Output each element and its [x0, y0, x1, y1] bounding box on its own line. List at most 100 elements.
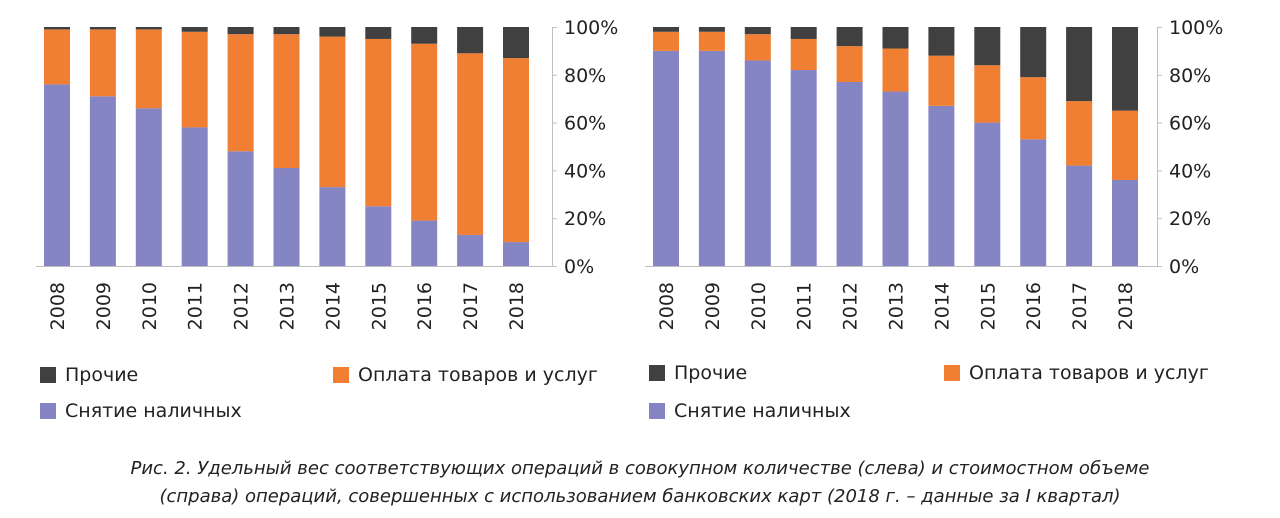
legend-label-other: Прочие: [65, 364, 139, 386]
legend-item-other: Прочие: [649, 362, 747, 384]
y-tick-label: 40%: [1169, 160, 1211, 182]
legend-label-payment: Оплата товаров и услуг: [969, 362, 1209, 384]
bar-segment-cash: [181, 127, 208, 266]
bar-segment-other: [365, 27, 392, 39]
legend-label-cash: Снятие наличных: [674, 400, 851, 422]
bar-segment-payment: [89, 29, 116, 97]
y-tick-label: 60%: [1169, 113, 1211, 135]
x-tick-label: 2010: [748, 282, 770, 330]
bar-segment-payment: [790, 38, 817, 71]
x-tick-label: 2012: [840, 282, 862, 330]
legend-swatch-cash: [649, 403, 665, 419]
bar-segment-cash: [1020, 139, 1047, 266]
x-tick-label: 2008: [47, 282, 69, 330]
bar-segment-cash: [365, 206, 392, 266]
bar-segment-other: [503, 27, 529, 59]
bar-segment-cash: [273, 168, 300, 266]
legend-item-payment: Оплата товаров и услуг: [333, 364, 598, 386]
bar-segment-payment: [44, 29, 70, 85]
x-tick-label: 2013: [886, 282, 908, 330]
bar-segment-payment: [744, 34, 771, 61]
legend-label-payment: Оплата товаров и услуг: [358, 364, 598, 386]
bar-segment-payment: [457, 53, 484, 235]
y-tick-label: 20%: [564, 208, 606, 230]
bar-segment-payment: [273, 34, 300, 169]
legend-item-other: Прочие: [40, 364, 138, 386]
bar-segment-other: [411, 27, 438, 44]
bar-segment-cash: [790, 70, 817, 267]
bar-segment-cash: [503, 242, 529, 266]
bar-segment-payment: [411, 43, 438, 221]
x-tick-label: 2015: [368, 282, 390, 330]
y-tick-label: 20%: [1169, 208, 1211, 230]
caption-line-1: Рис. 2. Удельный вес соответствующих опе…: [130, 458, 1150, 479]
x-tick-label: 2014: [931, 282, 953, 330]
bar-segment-payment: [135, 29, 162, 109]
bar-segment-payment: [1066, 101, 1093, 166]
legend-swatch-other: [649, 365, 665, 381]
y-tick-label: 40%: [564, 160, 606, 182]
bar-segment-cash: [928, 105, 955, 267]
bar-segment-cash: [44, 84, 70, 266]
bar-segment-other: [698, 27, 725, 32]
x-tick-label: 2017: [460, 282, 482, 330]
bar-segment-other: [319, 27, 346, 37]
x-tick-label: 2010: [139, 282, 161, 330]
x-tick-label: 2016: [414, 282, 436, 330]
x-tick-label: 2009: [93, 282, 115, 330]
bar-segment-cash: [457, 234, 484, 266]
y-tick-label: 80%: [1169, 65, 1211, 87]
bar-segment-cash: [653, 50, 679, 267]
bar-segment-payment: [319, 36, 346, 188]
x-tick-label: 2018: [506, 282, 528, 330]
y-tick-label: 0%: [1169, 256, 1199, 278]
bar-segment-other: [744, 27, 771, 35]
bar-segment-payment: [698, 31, 725, 51]
bar-segment-other: [181, 27, 208, 32]
bar-segment-cash: [1112, 179, 1138, 266]
bar-segment-other: [790, 27, 817, 39]
bar-segment-other: [227, 27, 254, 35]
caption-line-2: (справа) операций, совершенных с использ…: [159, 486, 1121, 507]
chart-left: 0% 20% 40% 60% 80% 100% 2008 2009 2010 2011 2012 20…: [36, 17, 618, 330]
bar-segment-payment: [1020, 77, 1047, 140]
bar-segment-other: [44, 27, 70, 30]
legend-item-payment: Оплата товаров и услуг: [944, 362, 1209, 384]
bar-segment-cash: [89, 96, 116, 266]
bar-segment-payment: [181, 31, 208, 128]
legend-item-cash: Снятие наличных: [649, 400, 851, 422]
legend-swatch-payment: [333, 367, 349, 383]
bar-segment-other: [928, 27, 955, 56]
bar-segment-cash: [1066, 165, 1093, 266]
bar-segment-other: [836, 27, 863, 47]
x-tick-label: 2012: [231, 282, 253, 330]
y-tick-label: 100%: [1169, 17, 1223, 39]
x-tick-label: 2011: [794, 282, 816, 330]
legend-right: Прочие Оплата товаров и услуг Снятие нал…: [630, 0, 1280, 440]
bar-segment-payment: [882, 48, 909, 92]
bar-segment-other: [135, 27, 162, 30]
legend-swatch-payment: [944, 365, 960, 381]
bar-segment-other: [653, 27, 679, 32]
x-tick-label: 2014: [322, 282, 344, 330]
chart-right: 0% 20% 40% 60% 80% 100% 2008 2009 2010 2011 2012 20…: [645, 17, 1223, 330]
bar-segment-cash: [744, 60, 771, 267]
bar-segment-payment: [1112, 110, 1138, 180]
bar-segment-other: [1112, 27, 1138, 111]
bar-segment-payment: [974, 65, 1001, 123]
legend-label-cash: Снятие наличных: [65, 400, 242, 422]
bar-segment-other: [457, 27, 484, 54]
legend-label-other: Прочие: [674, 362, 748, 384]
x-tick-label: 2009: [702, 282, 724, 330]
bar-segment-payment: [227, 34, 254, 152]
legend-item-cash: Снятие наличных: [40, 400, 242, 422]
bar-segment-other: [1020, 27, 1047, 78]
bar-segment-other: [1066, 27, 1093, 102]
bar-segment-payment: [836, 46, 863, 82]
legend-left: Прочие Оплата товаров и услуг Снятие нал…: [0, 0, 630, 440]
y-tick-label: 100%: [564, 17, 618, 39]
bar-segment-cash: [135, 108, 162, 266]
figure-caption: Рис. 2. Удельный вес соответствующих опе…: [0, 455, 1280, 511]
x-tick-label: 2011: [185, 282, 207, 330]
bar-segment-other: [89, 27, 116, 30]
